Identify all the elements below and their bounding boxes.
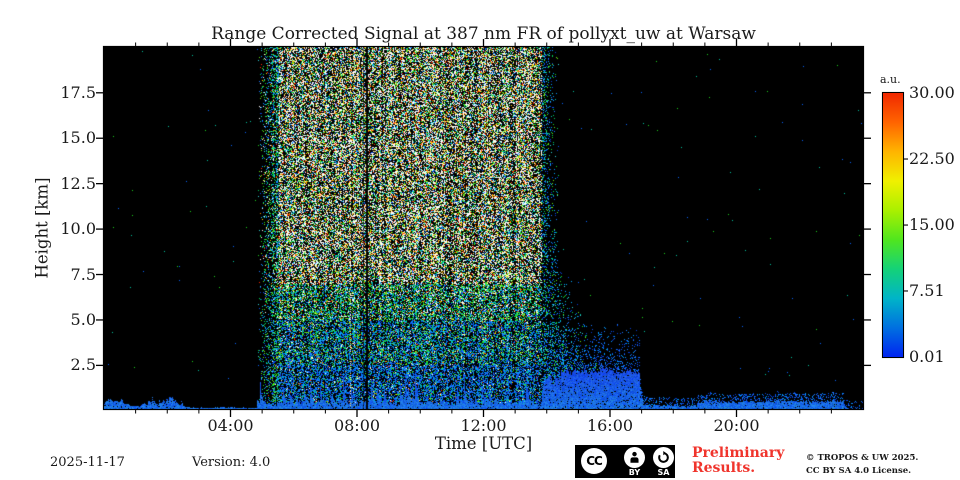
y-tick-label: 2.5 [36,355,96,375]
preliminary-results-notice: Preliminary Results. [692,446,802,477]
colorbar-tick-label: 15.00 [909,215,960,235]
cc-by-label: BY [624,468,645,477]
colorbar-tick-label: 22.50 [909,149,960,169]
y-tick-label: 17.5 [36,83,96,103]
chart-title: Range Corrected Signal at 387 nm FR of p… [104,24,863,44]
y-tick-label: 12.5 [36,174,96,194]
copyright-notice: © TROPOS & UW 2025. CC BY SA 4.0 License… [806,452,918,478]
x-tick-label: 04:00 [196,416,266,436]
colorbar [883,93,903,357]
measurement-date: 2025-11-17 [50,455,125,470]
colorbar-tick-label: 0.01 [909,347,960,367]
y-tick-label: 7.5 [36,265,96,285]
signal-heatmap-canvas [104,47,863,409]
quicklook-figure: Range Corrected Signal at 387 nm FR of p… [0,0,960,480]
y-tick-label: 15.0 [36,128,96,148]
copyright-line-2: CC BY SA 4.0 License. [806,465,918,478]
x-tick-label: 12:00 [449,416,519,436]
colorbar-tick-label: 7.51 [909,281,960,301]
y-tick-label: 5.0 [36,310,96,330]
colorbar-tick-label: 30.00 [909,83,960,103]
cc-by-sa-badge: CC BY SA [575,445,675,478]
cc-sa-label: SA [653,468,674,477]
processing-version: Version: 4.0 [192,455,270,470]
x-tick-label: 16:00 [575,416,645,436]
x-tick-label: 20:00 [702,416,772,436]
x-tick-label: 08:00 [322,416,392,436]
colorbar-unit-label: a.u. [880,73,901,86]
plot-area [104,47,863,409]
copyright-line-1: © TROPOS & UW 2025. [806,452,918,465]
y-tick-label: 10.0 [36,219,96,239]
cc-logo-icon: CC [581,448,607,474]
cc-letters: CC [586,454,602,468]
cc-sa-arrow-icon [653,447,674,468]
cc-by-person-icon [624,447,645,468]
